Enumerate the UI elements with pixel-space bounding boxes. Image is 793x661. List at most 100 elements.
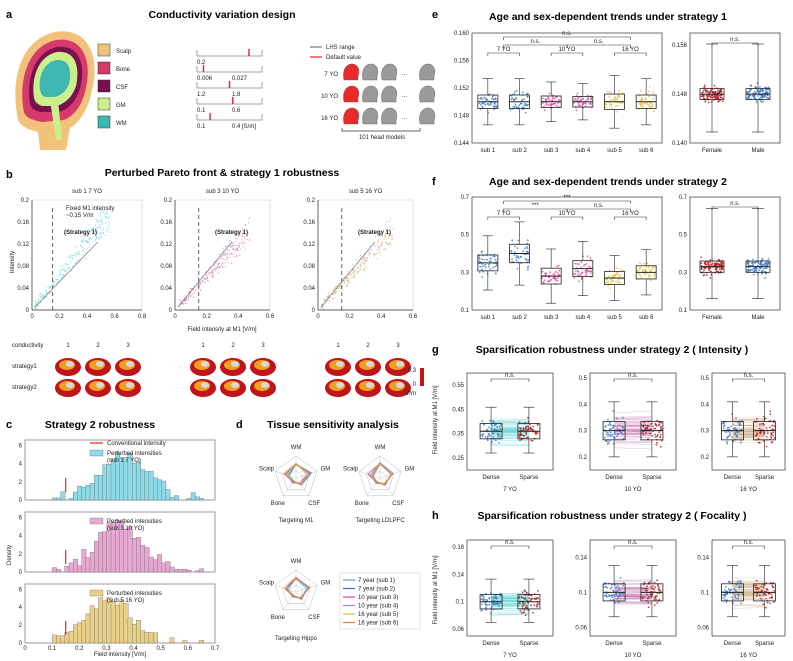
radar-target-label: Targeting M1: [279, 518, 314, 524]
data-point: [526, 239, 529, 242]
head-silhouette: [362, 85, 379, 103]
f-sex-y-tick: 0.1: [679, 308, 688, 314]
f-x-tick: sub 6: [639, 315, 654, 321]
hist-y-tick: 4: [19, 534, 23, 540]
pareto-point: [343, 276, 345, 278]
significance-label: n.s.: [505, 540, 515, 546]
pareto-point: [101, 221, 103, 223]
data-point: [614, 273, 617, 276]
data-point: [481, 250, 484, 253]
g-ylabel: Field intensity at M1 [V/m]: [433, 385, 439, 454]
e-box-sub-4: [572, 83, 594, 121]
data-point: [499, 592, 502, 595]
data-point: [533, 604, 536, 607]
data-point: [619, 268, 622, 271]
head-silhouette: [419, 85, 436, 103]
pareto-point: [364, 268, 366, 270]
data-point: [766, 432, 769, 434]
data-point: [536, 596, 538, 599]
pareto-point: [96, 219, 98, 221]
data-point: [722, 422, 725, 425]
data-point: [760, 585, 763, 588]
data-point: [545, 102, 548, 104]
pareto-point: [344, 284, 347, 287]
pareto-point: [226, 250, 228, 252]
pareto-point: [246, 230, 248, 232]
data-point: [759, 86, 761, 88]
pareto-point: [355, 259, 357, 261]
pareto-point: [322, 305, 325, 307]
data-point: [605, 103, 607, 105]
data-point: [651, 265, 654, 268]
pareto-point: [374, 235, 376, 237]
data-point: [749, 94, 752, 97]
data-point: [491, 97, 493, 100]
tissue-label-wm: WM: [116, 121, 127, 127]
pareto-point: [39, 298, 41, 300]
pareto-point: [76, 252, 79, 254]
hist-bar: [68, 497, 74, 501]
conductivity-index: 1: [201, 343, 205, 349]
pairing-line: [732, 603, 765, 606]
legend-default-value: Default value: [326, 55, 362, 61]
data-point: [647, 276, 650, 278]
data-point: [702, 89, 705, 92]
pareto-point: [246, 239, 248, 241]
data-point: [717, 263, 719, 266]
pareto-point: [63, 274, 65, 276]
data-point: [759, 263, 762, 266]
f-box-sub-4: [572, 241, 594, 296]
significance-bracket: [566, 208, 631, 212]
data-point: [488, 263, 490, 266]
tissue-label-gm: GM: [116, 103, 126, 109]
pareto-point: [346, 282, 348, 284]
data-point: [491, 441, 493, 443]
data-point: [763, 433, 765, 436]
data-point: [580, 261, 583, 264]
significance-label: n.s.: [744, 540, 754, 546]
pareto-point: [109, 215, 111, 217]
hist-bar: [60, 635, 66, 644]
data-point: [493, 255, 496, 258]
legend-lhs-range: LHS range: [326, 45, 355, 51]
pareto-point: [371, 248, 373, 251]
f-sex-y-tick: 0.5: [679, 233, 688, 239]
plot-frame: [466, 539, 554, 637]
pareto-point: [218, 262, 220, 264]
panel-label-a: a: [6, 9, 13, 21]
pareto-point: [231, 246, 233, 248]
pareto-point: [224, 262, 226, 264]
data-point: [764, 88, 767, 91]
data-point: [523, 603, 526, 606]
data-point: [765, 590, 768, 593]
hist-x-tick: 0.5: [157, 646, 166, 652]
hist-bar: [152, 632, 158, 644]
data-point: [607, 275, 610, 278]
data-point: [732, 423, 734, 425]
data-point: [643, 421, 646, 424]
data-point: [621, 416, 624, 419]
data-point: [580, 272, 582, 275]
data-point: [519, 432, 522, 434]
pareto-point: [234, 248, 236, 250]
x-tick-dense: Dense: [605, 475, 623, 481]
data-point: [713, 262, 716, 265]
data-point: [517, 239, 519, 242]
significance-bracket: [490, 545, 530, 549]
y-tick: 0.2: [307, 198, 316, 204]
pareto-point: [94, 227, 96, 229]
age-caption: 7 YO: [503, 487, 517, 493]
pareto-point: [67, 268, 69, 271]
data-point: [552, 103, 554, 105]
data-point: [494, 595, 497, 597]
pareto-point: [224, 266, 226, 268]
age-caption: 10 YO: [625, 487, 642, 493]
data-point: [543, 279, 546, 282]
pareto-point: [347, 270, 349, 272]
data-point: [747, 269, 749, 271]
pareto-point: [98, 238, 100, 240]
pareto-point: [356, 272, 359, 274]
y-tick: 0.04: [17, 286, 29, 292]
data-point: [647, 582, 650, 584]
